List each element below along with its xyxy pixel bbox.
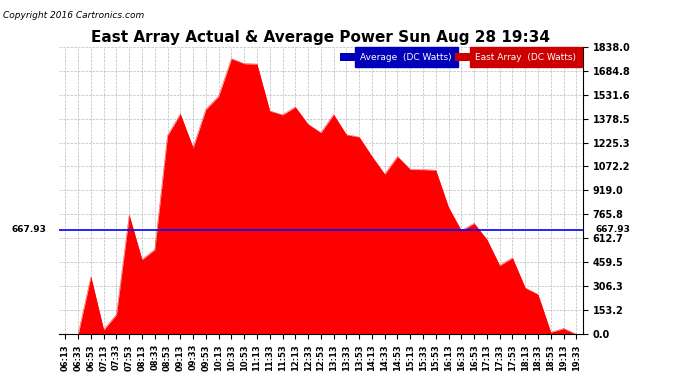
Legend: Average  (DC Watts), East Array  (DC Watts): Average (DC Watts), East Array (DC Watts… <box>337 51 578 64</box>
Text: 667.93: 667.93 <box>595 225 631 234</box>
Title: East Array Actual & Average Power Sun Aug 28 19:34: East Array Actual & Average Power Sun Au… <box>91 30 551 45</box>
Text: 667.93: 667.93 <box>11 225 46 234</box>
Text: Copyright 2016 Cartronics.com: Copyright 2016 Cartronics.com <box>3 11 145 20</box>
